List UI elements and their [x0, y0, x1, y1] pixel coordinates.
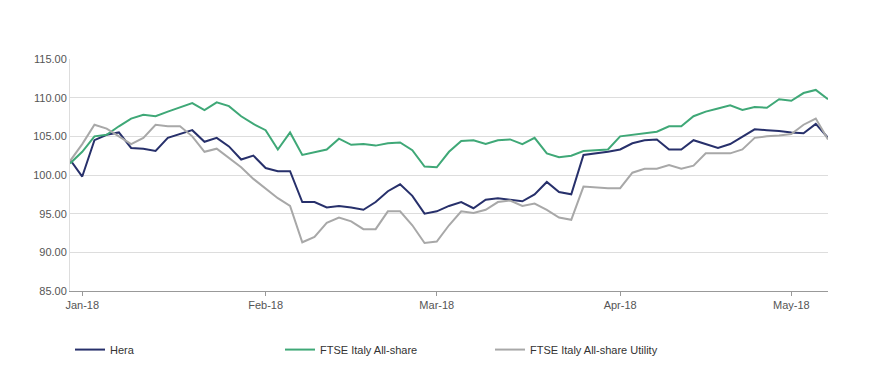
svg-text:May-18: May-18 — [773, 299, 810, 311]
svg-text:FTSE Italy All-share: FTSE Italy All-share — [320, 344, 417, 356]
svg-text:90.00: 90.00 — [39, 246, 67, 258]
svg-text:Apr-18: Apr-18 — [604, 299, 637, 311]
svg-text:Feb-18: Feb-18 — [248, 299, 283, 311]
svg-text:Jan-18: Jan-18 — [65, 299, 99, 311]
svg-text:105.00: 105.00 — [33, 130, 67, 142]
svg-text:115.00: 115.00 — [34, 53, 67, 65]
svg-text:100.00: 100.00 — [33, 169, 67, 181]
svg-text:FTSE Italy All-share Utility: FTSE Italy All-share Utility — [530, 344, 658, 356]
svg-text:85.00: 85.00 — [39, 285, 67, 297]
svg-text:Mar-18: Mar-18 — [419, 299, 454, 311]
svg-text:110.00: 110.00 — [34, 92, 67, 104]
svg-text:Hera: Hera — [110, 344, 135, 356]
svg-text:95.00: 95.00 — [39, 208, 67, 220]
